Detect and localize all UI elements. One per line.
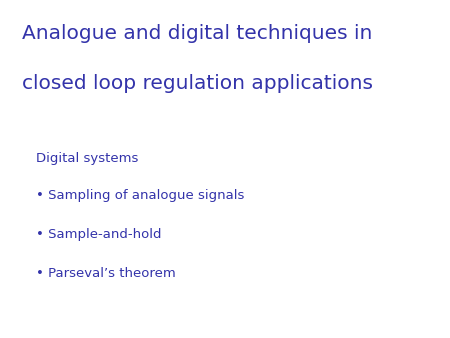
Text: • Parseval’s theorem: • Parseval’s theorem — [36, 267, 176, 280]
Text: Digital systems: Digital systems — [36, 152, 139, 165]
Text: closed loop regulation applications: closed loop regulation applications — [22, 74, 373, 93]
Text: • Sample-and-hold: • Sample-and-hold — [36, 228, 162, 241]
Text: • Sampling of analogue signals: • Sampling of analogue signals — [36, 189, 244, 202]
Text: Analogue and digital techniques in: Analogue and digital techniques in — [22, 24, 373, 43]
